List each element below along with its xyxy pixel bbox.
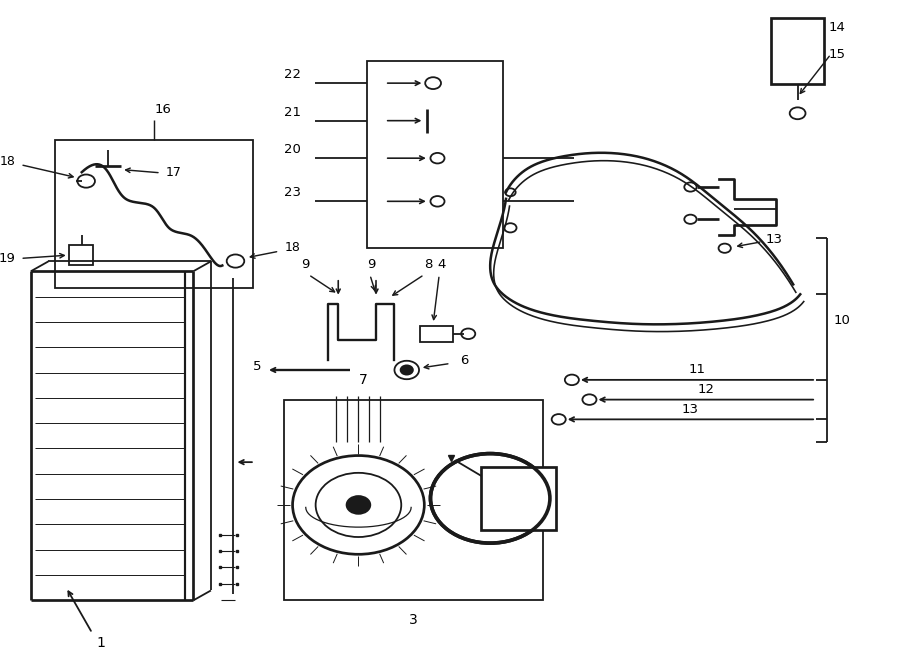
Bar [367, 61, 503, 249]
Text: 21: 21 [284, 106, 302, 118]
Text: 20: 20 [284, 143, 302, 156]
Bar [56, 139, 253, 288]
Text: 6: 6 [460, 354, 468, 367]
Text: 23: 23 [284, 186, 302, 199]
Text: 10: 10 [834, 314, 850, 327]
Text: 14: 14 [829, 21, 846, 34]
Text: 12: 12 [698, 383, 715, 396]
Bar [482, 467, 556, 529]
Text: 18: 18 [0, 155, 15, 168]
Text: 4: 4 [437, 258, 446, 271]
Bar [284, 400, 543, 600]
Text: 11: 11 [688, 364, 706, 377]
Bar [420, 326, 454, 342]
Circle shape [346, 496, 370, 514]
Text: 13: 13 [765, 233, 782, 246]
Text: 7: 7 [358, 373, 367, 387]
Text: 1: 1 [96, 636, 105, 650]
Text: 17: 17 [166, 167, 182, 179]
Text: 22: 22 [284, 68, 302, 81]
Text: 16: 16 [155, 104, 172, 116]
Text: 9: 9 [302, 258, 310, 271]
Text: 18: 18 [284, 241, 301, 254]
Text: 8: 8 [425, 258, 433, 271]
Circle shape [400, 366, 413, 375]
Bar [68, 245, 94, 265]
Text: 9: 9 [367, 258, 376, 271]
Text: 13: 13 [682, 403, 699, 416]
Text: 15: 15 [829, 48, 846, 61]
Text: 19: 19 [0, 252, 15, 265]
Text: 5: 5 [253, 360, 262, 373]
Bar [771, 18, 824, 84]
Text: 3: 3 [409, 613, 418, 627]
